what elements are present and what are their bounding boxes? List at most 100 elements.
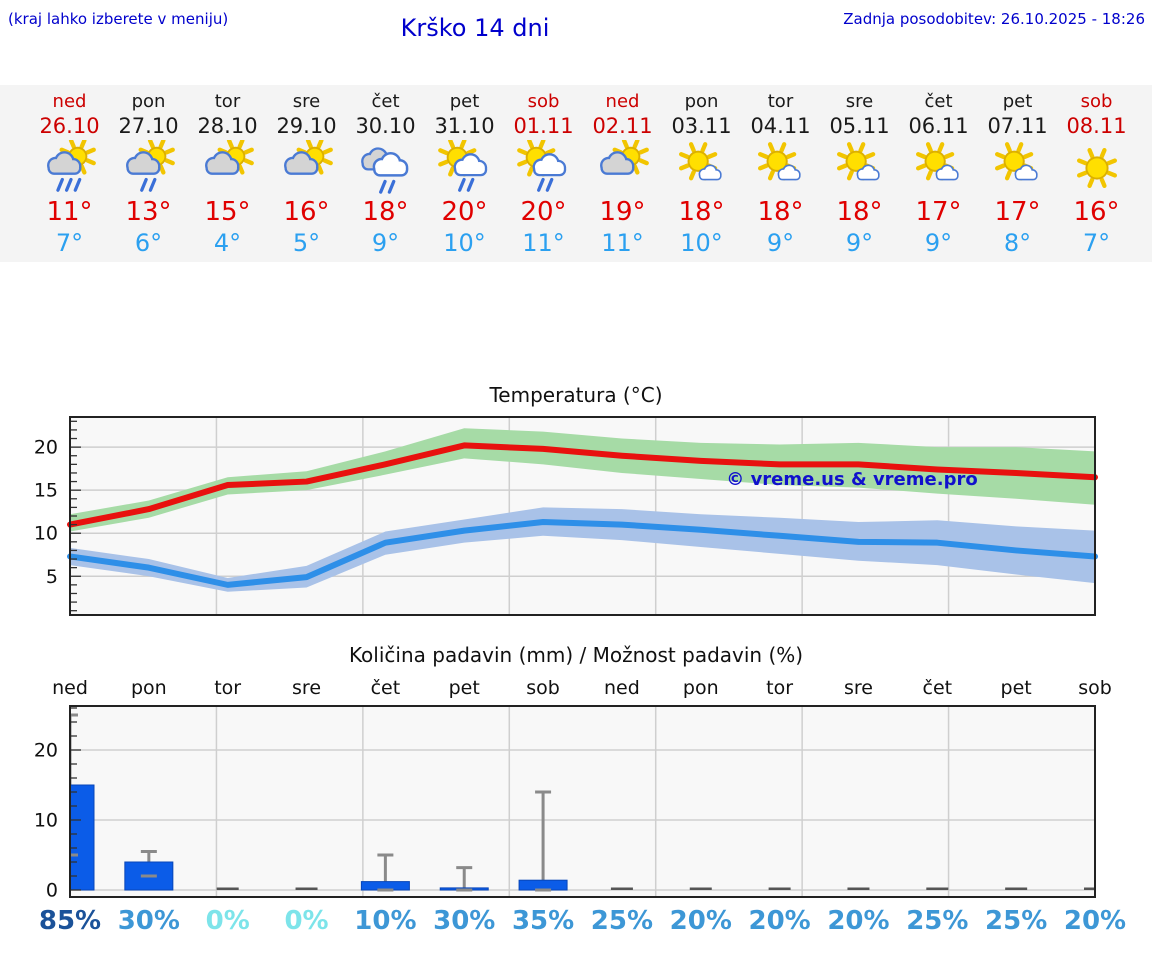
precip-day-label: tor <box>766 677 793 699</box>
svg-text:10: 10 <box>34 810 58 832</box>
max-temperature-band <box>70 428 1095 532</box>
precip-percent-label: 20% <box>827 906 889 936</box>
precip-day-label: ned <box>604 677 640 699</box>
forecast-day-column: sre 05.11 18° 9° <box>820 85 899 262</box>
forecast-day-column: pon 03.11 18° 10° <box>662 85 741 262</box>
precip-percent-label: 35% <box>512 906 574 936</box>
forecast-day-column: čet 06.11 17° 9° <box>899 85 978 262</box>
precip-day-label: ned <box>52 677 88 699</box>
high-temperature: 15° <box>204 197 251 227</box>
precip-zero-dash <box>768 887 791 890</box>
day-name: čet <box>924 91 953 112</box>
forecast-day-column: ned 26.10 11° 7° <box>30 85 109 262</box>
sun-small-cloud-icon <box>899 140 978 196</box>
high-temperature: 20° <box>441 197 488 227</box>
precip-day-label: sob <box>526 677 560 699</box>
precip-day-label: sre <box>844 677 873 699</box>
high-temperature: 11° <box>46 197 93 227</box>
low-temperature: 5° <box>292 229 321 257</box>
precip-day-label: pon <box>131 677 167 699</box>
precip-day-label: sre <box>292 677 321 699</box>
clouds-rain-2-icon <box>346 140 425 196</box>
precip-zero-dash <box>689 887 712 890</box>
forecast-day-column: sob 08.11 16° 7° <box>1057 85 1136 262</box>
precip-bar <box>70 784 95 891</box>
precip-day-label: pet <box>1001 677 1032 699</box>
forecast-strip: ned 26.10 11° 7° pon 27.10 13° 6° tor 28.10 15° 4° s… <box>0 85 1152 262</box>
precipitation-chart-title: Količina padavin (mm) / Možnost padavin … <box>348 643 804 667</box>
day-date: 30.10 <box>355 114 416 138</box>
temperature-chart-title: Temperatura (°C) <box>489 383 663 407</box>
low-temperature: 4° <box>213 229 242 257</box>
day-name: ned <box>605 91 640 112</box>
high-temperature: 13° <box>125 197 172 227</box>
day-name: ned <box>52 91 87 112</box>
day-date: 29.10 <box>276 114 337 138</box>
high-temperature: 17° <box>994 197 1041 227</box>
forecast-day-column: sre 29.10 16° 5° <box>267 85 346 262</box>
precip-day-label: čet <box>923 677 953 699</box>
high-temperature: 16° <box>283 197 330 227</box>
low-temperature: 7° <box>1082 229 1111 257</box>
svg-text:5: 5 <box>46 566 58 588</box>
svg-text:20: 20 <box>34 437 58 459</box>
day-date: 26.10 <box>39 114 100 138</box>
day-name: pet <box>449 91 480 112</box>
precip-zero-dash <box>216 887 239 890</box>
precip-percent-label: 85% <box>39 906 101 936</box>
day-date: 03.11 <box>671 114 732 138</box>
precip-percent-label: 0% <box>206 906 250 936</box>
last-updated-text: Zadnja posodobitev: 26.10.2025 - 18:26 <box>843 10 1145 28</box>
forecast-day-column: sob 01.11 20° 11° <box>504 85 583 262</box>
precip-percent-label: 10% <box>354 906 416 936</box>
precip-day-label: čet <box>371 677 401 699</box>
high-temperature: 19° <box>599 197 646 227</box>
precip-percent-label: 30% <box>118 906 180 936</box>
forecast-day-column: čet 30.10 18° 9° <box>346 85 425 262</box>
precip-day-label: sob <box>1078 677 1112 699</box>
sun-gray-cloud-icon <box>583 140 662 196</box>
precip-zero-dash <box>610 887 633 890</box>
precip-percent-label: 20% <box>670 906 732 936</box>
low-temperature: 10° <box>680 229 723 257</box>
sun-gray-cloud-rain-2-icon <box>109 140 188 196</box>
day-name: sre <box>292 91 321 112</box>
sun-small-cloud-icon <box>978 140 1057 196</box>
day-date: 04.11 <box>750 114 811 138</box>
low-temperature: 7° <box>55 229 84 257</box>
day-name: tor <box>214 91 241 112</box>
precip-zero-dash <box>926 887 949 890</box>
precip-zero-dash <box>1005 887 1028 890</box>
low-temperature: 11° <box>601 229 644 257</box>
day-name: sob <box>1080 91 1113 112</box>
forecast-day-column: pon 27.10 13° 6° <box>109 85 188 262</box>
day-name: pon <box>131 91 166 112</box>
high-temperature: 16° <box>1073 197 1120 227</box>
low-temperature: 6° <box>134 229 163 257</box>
day-date: 01.11 <box>513 114 574 138</box>
menu-hint-text: (kraj lahko izberete v meniju) <box>8 10 229 28</box>
sun-small-cloud-icon <box>820 140 899 196</box>
precip-zero-dash <box>295 887 318 890</box>
low-temperature: 10° <box>443 229 486 257</box>
day-date: 06.11 <box>908 114 969 138</box>
svg-text:15: 15 <box>34 480 58 502</box>
forecast-day-column: ned 02.11 19° 11° <box>583 85 662 262</box>
low-temperature: 8° <box>1003 229 1032 257</box>
forecast-day-column: tor 04.11 18° 9° <box>741 85 820 262</box>
precip-percent-label: 25% <box>985 906 1047 936</box>
low-temperature: 9° <box>766 229 795 257</box>
forecast-day-column: pet 31.10 20° 10° <box>425 85 504 262</box>
precip-day-label: pon <box>683 677 719 699</box>
high-temperature: 18° <box>362 197 409 227</box>
page-title: Krško 14 dni <box>400 14 550 42</box>
day-date: 27.10 <box>118 114 179 138</box>
high-temperature: 17° <box>915 197 962 227</box>
low-temperature: 9° <box>924 229 953 257</box>
low-temperature: 11° <box>522 229 565 257</box>
sun-gray-cloud-icon <box>188 140 267 196</box>
day-date: 08.11 <box>1066 114 1127 138</box>
forecast-day-column: pet 07.11 17° 8° <box>978 85 1057 262</box>
